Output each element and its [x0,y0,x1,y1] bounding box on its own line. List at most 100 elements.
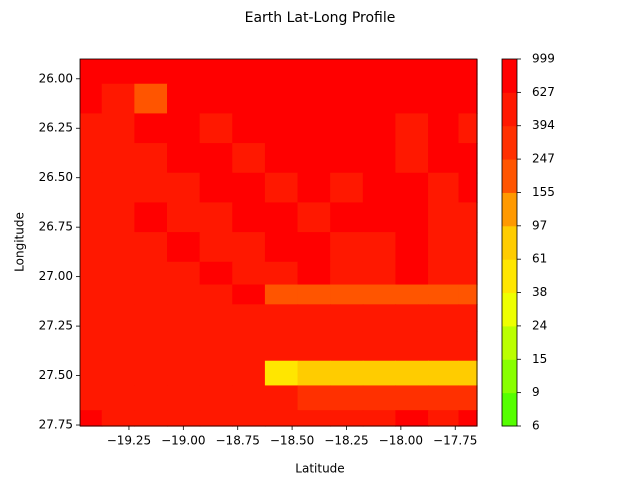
contour-cell [167,113,201,144]
contour-cell [232,331,266,362]
contour-cell [199,304,233,332]
contour-cell [80,284,103,305]
contour-cell [428,83,460,115]
contour-cell [167,172,201,204]
contour-cell [330,113,364,144]
contour-cell [134,360,168,387]
contour-cell [297,232,331,263]
contour-cell [362,284,397,305]
contour-cell [134,172,168,204]
y-tick-label: 27.75 [39,418,73,432]
contour-cell [458,83,478,115]
contour-cell [458,385,478,411]
contour-cell [395,202,429,233]
y-tick-label: 26.50 [39,170,73,184]
contour-cell [232,410,266,427]
contour-cell [134,304,168,332]
contour-cell [167,410,201,427]
contour-cell [134,410,168,427]
contour-cell [199,202,233,233]
y-tick-label: 26.75 [39,220,73,234]
colorbar-tick-label: 61 [532,252,547,266]
contour-cell [330,172,364,204]
contour-cell [134,261,168,286]
contour-cell [297,83,331,115]
contour-cell [264,172,299,204]
contour-cell [330,202,364,233]
contour-cell [362,410,397,427]
contour-cell [458,172,478,204]
contour-cell [362,113,397,144]
contour-cell [232,202,266,233]
contour-cell [428,360,460,387]
contour-cell [134,83,168,115]
contour-cell [101,172,135,204]
contour-cell [428,410,460,427]
y-tick-label: 26.00 [39,71,73,85]
contour-cell [232,385,266,411]
contour-cell [428,59,460,85]
contour-cell [101,143,135,174]
contour-cell [264,113,299,144]
contour-cell [330,59,364,85]
contour-cell [167,59,201,85]
x-tick-label: −19.25 [107,434,151,448]
contour-cell [101,385,135,411]
contour-cell [395,172,429,204]
contour-cell [167,284,201,305]
contour-cell [80,202,103,233]
contour-cell [264,232,299,263]
contour-cell [101,261,135,286]
contour-cell [458,202,478,233]
contour-cell [264,284,299,305]
contour-cell [167,83,201,115]
contour-cell [101,113,135,144]
contour-cell [167,232,201,263]
contour-cell [330,232,364,263]
contour-cell [232,232,266,263]
contour-cell [101,232,135,263]
contour-cell [458,143,478,174]
colorbar-tick-label: 394 [532,118,555,132]
contour-cell [395,113,429,144]
x-tick-label: −19.00 [161,434,205,448]
contour-cell [199,83,233,115]
contour-cell [395,284,429,305]
colorbar-tick-label: 9 [532,385,540,399]
contour-cell [362,143,397,174]
contour-cell [297,143,331,174]
y-tick-label: 27.00 [39,269,73,283]
contour-cell [232,261,266,286]
contour-cell [362,304,397,332]
contour-cell [395,360,429,387]
contour-cell [232,59,266,85]
colorbar-band [502,359,517,394]
contour-cell [330,331,364,362]
contour-cell [232,83,266,115]
x-tick-label: −18.50 [270,434,314,448]
colorbar-band [502,225,517,260]
colorbar-band [502,292,517,327]
x-tick-label: −18.75 [216,434,260,448]
contour-cell [330,143,364,174]
contour-cell [80,83,103,115]
y-tick-label: 26.25 [39,121,73,135]
colorbar-tick-label: 15 [532,352,547,366]
colorbar-band [502,59,517,93]
contour-cell [101,410,135,427]
contour-cell [264,261,299,286]
contour-cell [101,83,135,115]
contour-cell [362,360,397,387]
contour-cell [264,59,299,85]
x-tick-label: −17.75 [433,434,477,448]
contour-cell [297,202,331,233]
contour-cell [395,143,429,174]
contour-cell [264,202,299,233]
colorbar-tick-label: 24 [532,318,547,332]
colorbar-tick-label: 247 [532,152,555,166]
contour-cell [134,331,168,362]
contour-cell [167,360,201,387]
contour-cell [264,143,299,174]
y-tick-label: 27.50 [39,368,73,382]
